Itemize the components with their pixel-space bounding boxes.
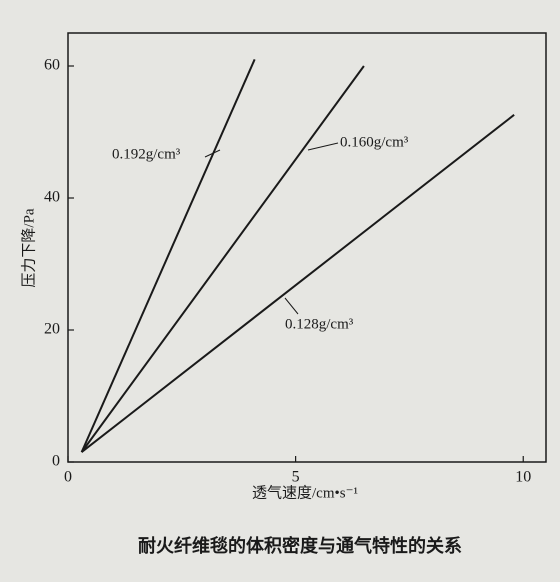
- x-tick-label: 5: [292, 469, 300, 486]
- series-label: 0.160g/cm³: [340, 134, 409, 150]
- series-label: 0.192g/cm³: [112, 146, 181, 162]
- y-tick-label: 60: [44, 57, 60, 74]
- plot-frame: [67, 32, 547, 463]
- x-tick-label: 0: [64, 469, 72, 486]
- x-axis-label: 透气速度/cm•s⁻¹: [252, 484, 358, 501]
- label-leader: [307, 142, 339, 151]
- data-line: [80, 65, 365, 453]
- label-leader: [284, 297, 299, 315]
- y-tick-label: 40: [44, 189, 60, 206]
- y-tick-label: 0: [52, 453, 60, 470]
- x-tick-label: 10: [515, 469, 531, 486]
- y-axis-label: 压力下降/Pa: [20, 208, 37, 288]
- series-label: 0.128g/cm³: [285, 316, 354, 332]
- data-line: [81, 114, 515, 453]
- data-line: [80, 58, 256, 453]
- label-leader: [204, 149, 221, 158]
- y-tick-label: 20: [44, 321, 60, 338]
- chart-title: 耐火纤维毯的体积密度与通气特性的关系: [138, 535, 462, 556]
